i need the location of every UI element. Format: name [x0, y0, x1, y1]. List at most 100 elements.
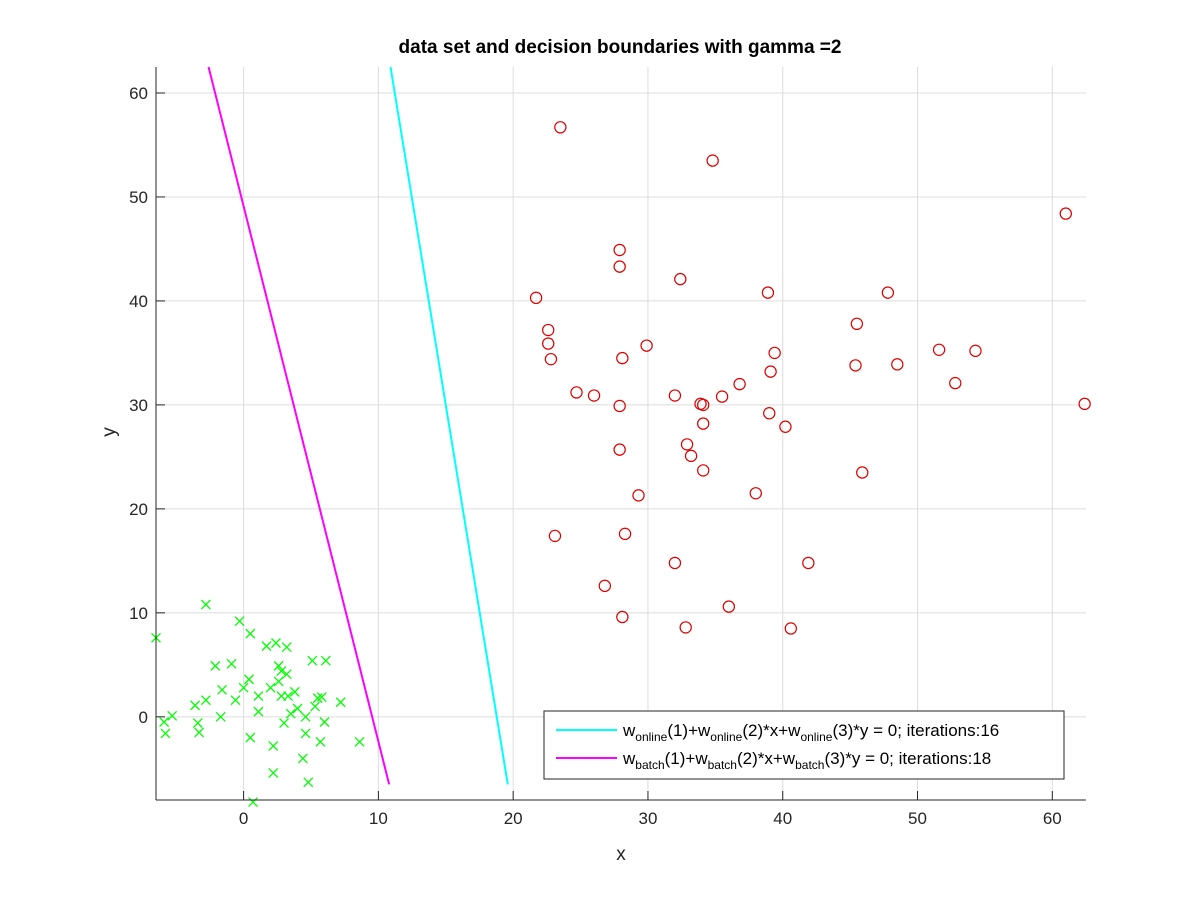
class1-point: [245, 628, 256, 639]
class2-point: [856, 466, 869, 479]
class1-point: [273, 660, 284, 671]
class2-point: [697, 398, 710, 412]
class2-point: [544, 352, 558, 366]
class1-point: [289, 686, 300, 697]
class2-point: [632, 489, 645, 502]
class2-point: [715, 390, 729, 403]
class2-point: [768, 346, 781, 360]
class1-point: [320, 655, 331, 666]
class2-point: [722, 600, 736, 613]
class2-point: [891, 358, 904, 371]
class1-point: [297, 753, 308, 764]
class2-point: [779, 420, 792, 433]
x-tick-label: 50: [908, 809, 927, 828]
class2-point: [849, 359, 862, 372]
class2-point: [616, 351, 629, 365]
class2-point: [613, 243, 626, 257]
y-tick-label: 30: [129, 396, 148, 415]
class1-point: [279, 718, 290, 729]
class2-point: [542, 337, 555, 350]
class1-point: [159, 717, 170, 727]
class2-point: [542, 323, 555, 337]
tick-labels: 0 10 20 30 40 50 60 0 10 20 30 40 50 60: [129, 84, 1062, 828]
class1-point: [310, 701, 321, 712]
class1-point: [217, 684, 228, 695]
class1-point: [307, 655, 318, 666]
class1-point: [281, 669, 292, 680]
x-axis-label: x: [616, 844, 626, 865]
class2-point: [616, 610, 629, 624]
class2-point: [684, 449, 698, 463]
y-tick-label: 40: [129, 292, 148, 311]
boundary-line-1: [389, 66, 509, 785]
class2-point: [613, 399, 626, 413]
chart-title: data set and decision boundaries with ga…: [399, 37, 842, 58]
class1-point: [192, 718, 203, 729]
x-tick-label: 60: [1043, 809, 1062, 828]
y-tick-label: 50: [129, 188, 148, 207]
class2-point: [706, 154, 719, 167]
class2-point: [587, 389, 601, 402]
class1-point: [300, 711, 311, 722]
class2-point: [697, 417, 710, 430]
x-tick-label: 40: [773, 809, 792, 828]
legend: wonline(1)+wonline(2)*x+wonline(3)*y = 0…: [543, 710, 1065, 780]
class1-point: [283, 691, 294, 701]
class1-point: [167, 710, 178, 721]
class2-point: [679, 621, 692, 634]
class2-point: [969, 344, 982, 358]
class2-point: [761, 286, 775, 299]
class2-point: [763, 407, 776, 420]
class1-point: [200, 599, 211, 610]
class1-point: [273, 676, 284, 687]
class2-point: [613, 260, 626, 273]
class1-point: [230, 695, 241, 706]
class2-point: [570, 386, 583, 399]
y-axis-label: y: [99, 427, 120, 437]
class2-point: [554, 121, 567, 134]
class1-point: [238, 682, 249, 693]
class1-point: [253, 706, 264, 717]
class2-point: [764, 365, 777, 378]
x-tick-label: 0: [239, 809, 248, 828]
class1-point: [268, 768, 279, 778]
class2-point: [697, 464, 710, 477]
class2-point: [802, 556, 815, 570]
class2-point: [668, 556, 682, 570]
class2-point: [1078, 397, 1091, 411]
axes: [155, 67, 1086, 801]
boundary-line-2: [207, 66, 391, 785]
class1-point: [319, 717, 330, 727]
y-tick-label: 10: [129, 604, 148, 623]
class2-point: [949, 376, 962, 390]
class2-point: [613, 443, 626, 456]
legend-box: [543, 710, 1065, 780]
class1-point: [215, 711, 226, 722]
class1-point: [226, 658, 237, 669]
class1-point: [245, 732, 256, 743]
class2-point: [640, 339, 653, 352]
class1-point: [244, 674, 254, 685]
class1-point: [354, 736, 365, 747]
y-tick-label: 20: [129, 500, 148, 519]
class2-point: [548, 529, 562, 543]
class2-point: [680, 438, 694, 451]
y-tick-label: 60: [129, 84, 148, 103]
class2-point: [529, 291, 543, 305]
class1-point: [265, 682, 276, 693]
class1-point: [292, 703, 303, 714]
class1-point: [210, 660, 221, 671]
y-tick-label: 0: [139, 708, 148, 727]
class2-point: [881, 286, 895, 299]
class1-point: [300, 728, 311, 739]
class2-point: [784, 622, 798, 635]
class1-point: [200, 695, 211, 706]
class2-point: [668, 389, 682, 402]
class2-point: [1059, 207, 1072, 220]
class2-point: [598, 579, 612, 593]
class2-point: [850, 317, 864, 331]
class1-point: [270, 638, 281, 648]
legend-entry-1: wonline(1)+wonline(2)*x+wonline(3)*y = 0…: [622, 721, 999, 744]
class1-point: [281, 642, 292, 653]
